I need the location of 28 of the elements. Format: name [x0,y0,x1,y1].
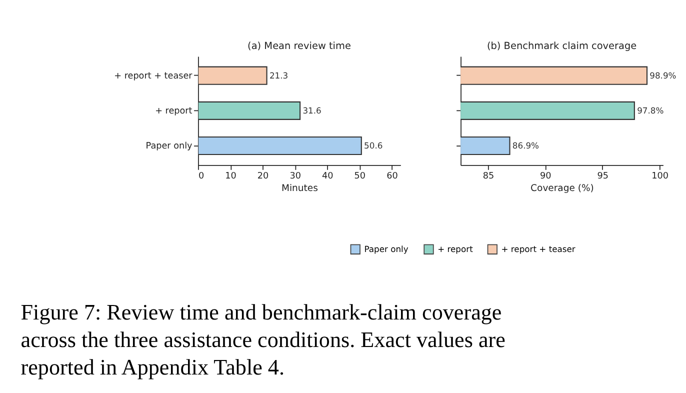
legend-label: + report [438,244,474,254]
legend-label: + report + teaser [501,244,576,254]
x-axis-title: Coverage (%) [530,183,594,194]
y-tick-label: + report + teaser [114,71,193,82]
x-tick-label: 10 [225,172,237,182]
data-label: 98.9% [650,70,676,80]
x-axis-title: Minutes [281,183,318,194]
data-label: 21.3 [269,70,288,80]
y-tick-label: + report [155,106,193,116]
x-tick-label: 90 [540,172,552,182]
x-tick-label: 100 [652,172,669,182]
legend-label: Paper only [364,244,408,254]
chart-title: (a) Mean review time [248,41,351,52]
x-tick-label: 0 [198,172,204,182]
x-tick-label: 95 [597,172,608,182]
x-tick-label: 30 [290,172,302,182]
x-tick-label: 40 [322,172,334,182]
caption: Figure 7: Review time and benchmark-claim coverage across the three assistance conditions. Exact values are reported in Appendix Table 4. [20,300,506,380]
data-label: 31.6 [302,105,322,116]
data-label: 50.6 [364,140,383,150]
x-tick-label: 20 [257,172,270,182]
chart-title: (b) Benchmark claim coverage [486,41,637,52]
data-label: 86.9% [512,140,540,150]
y-tick-label: Paper only [146,141,192,152]
x-tick-label: 85 [482,172,494,182]
x-tick-label: 60 [386,172,398,182]
data-label: 97.8% [637,105,664,116]
x-tick-label: 50 [354,172,366,182]
